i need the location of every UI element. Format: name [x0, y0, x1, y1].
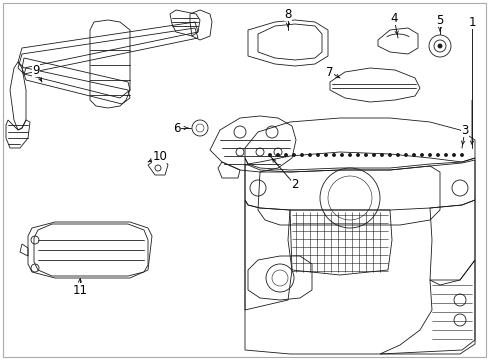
- Circle shape: [316, 153, 319, 157]
- Text: 4: 4: [389, 12, 397, 24]
- Circle shape: [427, 153, 430, 157]
- Text: 7: 7: [325, 66, 333, 78]
- Text: 1: 1: [468, 15, 475, 28]
- Circle shape: [340, 153, 343, 157]
- Circle shape: [284, 153, 287, 157]
- Circle shape: [460, 153, 463, 157]
- Circle shape: [324, 153, 327, 157]
- Text: 10: 10: [152, 149, 167, 162]
- Circle shape: [387, 153, 391, 157]
- Text: 3: 3: [460, 123, 468, 136]
- Circle shape: [420, 153, 423, 157]
- Circle shape: [396, 153, 399, 157]
- Circle shape: [437, 44, 441, 48]
- Circle shape: [308, 153, 311, 157]
- Circle shape: [380, 153, 383, 157]
- Circle shape: [436, 153, 439, 157]
- Circle shape: [268, 153, 271, 157]
- Text: 2: 2: [291, 179, 298, 192]
- Text: 5: 5: [435, 13, 443, 27]
- Circle shape: [276, 153, 279, 157]
- Circle shape: [364, 153, 367, 157]
- Circle shape: [292, 153, 295, 157]
- Text: 6: 6: [173, 122, 181, 135]
- Text: 8: 8: [284, 8, 291, 21]
- Circle shape: [444, 153, 447, 157]
- Circle shape: [348, 153, 351, 157]
- Circle shape: [404, 153, 407, 157]
- Circle shape: [451, 153, 454, 157]
- Text: 11: 11: [72, 284, 87, 297]
- Text: 9: 9: [32, 63, 40, 77]
- Circle shape: [332, 153, 335, 157]
- Circle shape: [412, 153, 415, 157]
- Circle shape: [356, 153, 359, 157]
- Circle shape: [300, 153, 303, 157]
- Circle shape: [372, 153, 375, 157]
